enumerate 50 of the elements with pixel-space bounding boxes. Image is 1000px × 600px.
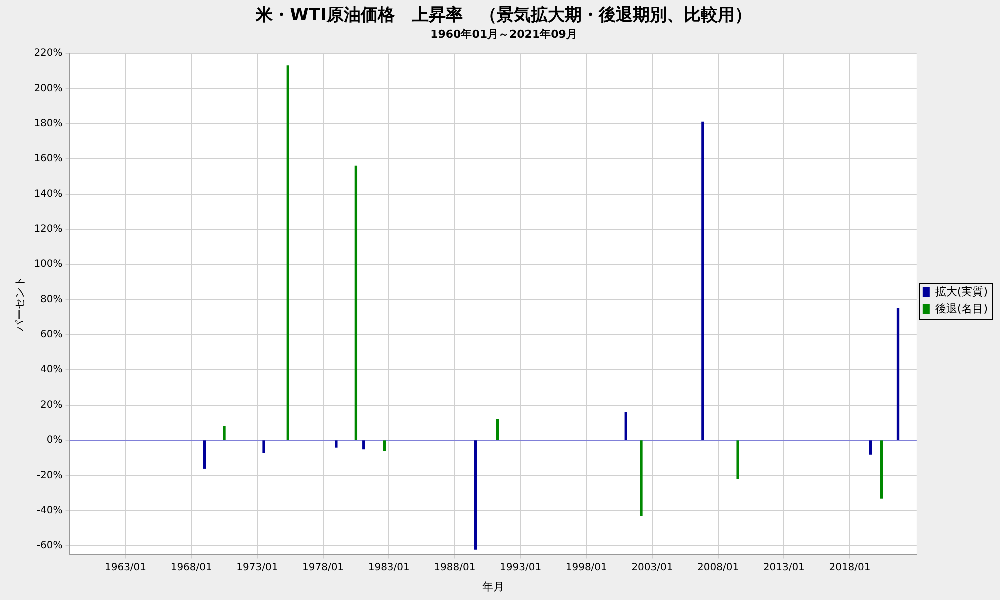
bar	[870, 440, 872, 455]
y-tick-label: -40%	[36, 505, 63, 516]
bar	[383, 440, 386, 452]
y-tick-label: 140%	[34, 188, 63, 200]
bar	[896, 308, 900, 440]
y-tick-label: 160%	[34, 154, 63, 165]
bar	[262, 440, 266, 454]
x-tick-label: 1978/01	[302, 562, 344, 574]
bar	[335, 440, 338, 448]
y-tick-label: 200%	[34, 83, 63, 94]
bar	[474, 440, 478, 550]
y-tick-label: 40%	[40, 364, 63, 376]
bar	[880, 440, 884, 499]
x-tick-label: 1973/01	[236, 562, 278, 574]
x-tick-label: 2013/01	[763, 562, 805, 574]
x-tick-label: 2018/01	[829, 562, 871, 574]
bar	[640, 440, 643, 516]
chart-subtitle: 1960年01月～2021年09月	[430, 28, 578, 41]
legend-label: 後退(名目)	[935, 302, 988, 316]
y-tick-label: 120%	[34, 224, 63, 236]
bar	[223, 426, 226, 440]
bar	[624, 412, 628, 440]
y-tick-label: 0%	[46, 435, 63, 446]
x-tick-label: 1998/01	[566, 562, 608, 574]
y-tick-label: 60%	[40, 330, 63, 341]
bar	[203, 440, 206, 469]
y-axis-title: パーセント	[13, 276, 26, 333]
x-tick-label: 2003/01	[632, 562, 674, 574]
bar	[362, 440, 366, 450]
bar	[354, 166, 358, 440]
y-tick-label: 220%	[34, 48, 63, 60]
chart-title: 米・WTI原油価格 上昇率 （景気拡大期・後退期別、比較用）	[255, 6, 752, 26]
x-tick-label: 1968/01	[170, 562, 212, 574]
x-tick-label: 2008/01	[698, 562, 740, 574]
bar	[286, 66, 290, 440]
legend-label: 拡大(実質)	[935, 285, 988, 298]
y-tick-label: 80%	[40, 294, 63, 306]
y-tick-label: -60%	[36, 540, 63, 552]
bar	[736, 440, 740, 480]
y-tick-label: 20%	[40, 400, 63, 411]
x-axis-title: 年月	[482, 580, 504, 594]
y-tick-label: -20%	[36, 470, 63, 482]
x-tick-label: 1988/01	[434, 562, 476, 574]
x-tick-label: 1983/01	[368, 562, 410, 574]
x-tick-label: 1963/01	[104, 562, 147, 574]
x-tick-label: 1993/01	[500, 562, 542, 574]
y-tick-label: 180%	[34, 118, 63, 130]
y-tick-label: 100%	[34, 259, 63, 270]
bar	[496, 419, 500, 440]
bar	[702, 122, 704, 440]
